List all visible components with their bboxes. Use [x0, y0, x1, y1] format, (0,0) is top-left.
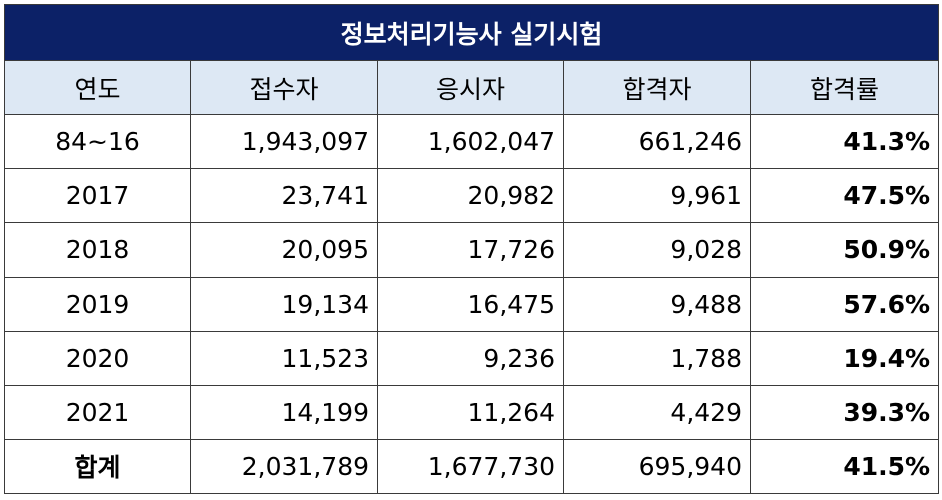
examinees-cell: 1,602,047: [377, 114, 564, 170]
total-passers-cell: 695,940: [563, 438, 751, 495]
applicants-cell: 11,523: [190, 330, 378, 386]
applicants-cell: 1,943,097: [190, 114, 378, 170]
passers-cell: 9,028: [563, 222, 751, 278]
examinees-cell: 20,982: [377, 168, 564, 224]
passers-cell: 9,488: [563, 276, 751, 332]
year-cell: 2019: [4, 276, 191, 332]
year-cell: 2021: [4, 384, 191, 440]
year-cell: 84~16: [4, 114, 191, 170]
applicants-cell: 14,199: [190, 384, 378, 440]
column-header-applicants: 접수자: [190, 60, 378, 116]
header-row: 연도 접수자 응시자 합격자 합격률: [4, 60, 940, 116]
passers-cell: 9,961: [563, 168, 751, 224]
pass-rate-cell: 39.3%: [749, 384, 940, 440]
pass-rate-cell: 50.9%: [749, 222, 940, 278]
exam-stats-table: 정보처리기능사 실기시험 연도 접수자 응시자 합격자 합격률 84~16 1,…: [3, 3, 940, 495]
examinees-cell: 11,264: [377, 384, 564, 440]
pass-rate-cell: 57.6%: [749, 276, 940, 332]
total-pass-rate-cell: 41.5%: [749, 438, 940, 495]
pass-rate-cell: 41.3%: [749, 114, 940, 170]
applicants-cell: 20,095: [190, 222, 378, 278]
total-applicants-cell: 2,031,789: [190, 438, 378, 495]
applicants-cell: 19,134: [190, 276, 378, 332]
column-header-examinees: 응시자: [377, 60, 564, 116]
examinees-cell: 17,726: [377, 222, 564, 278]
examinees-cell: 16,475: [377, 276, 564, 332]
year-cell: 2020: [4, 330, 191, 386]
column-header-passers: 합격자: [563, 60, 751, 116]
table-row: 2020 11,523 9,236 1,788 19.4%: [4, 330, 940, 386]
passers-cell: 4,429: [563, 384, 751, 440]
column-header-year: 연도: [4, 60, 191, 116]
table-row: 2021 14,199 11,264 4,429 39.3%: [4, 384, 940, 440]
passers-cell: 1,788: [563, 330, 751, 386]
total-row: 합계 2,031,789 1,677,730 695,940 41.5%: [4, 438, 940, 495]
table-row: 84~16 1,943,097 1,602,047 661,246 41.3%: [4, 114, 940, 170]
title-row: 정보처리기능사 실기시험: [3, 3, 940, 62]
applicants-cell: 23,741: [190, 168, 378, 224]
year-cell: 2017: [4, 168, 191, 224]
passers-cell: 661,246: [563, 114, 751, 170]
pass-rate-cell: 47.5%: [749, 168, 940, 224]
column-header-pass-rate: 합격률: [749, 60, 940, 116]
table-title: 정보처리기능사 실기시험: [3, 3, 940, 62]
total-label-cell: 합계: [4, 438, 191, 495]
year-cell: 2018: [4, 222, 191, 278]
total-examinees-cell: 1,677,730: [377, 438, 564, 495]
pass-rate-cell: 19.4%: [749, 330, 940, 386]
examinees-cell: 9,236: [377, 330, 564, 386]
table-row: 2018 20,095 17,726 9,028 50.9%: [4, 222, 940, 278]
table-row: 2017 23,741 20,982 9,961 47.5%: [4, 168, 940, 224]
table-row: 2019 19,134 16,475 9,488 57.6%: [4, 276, 940, 332]
